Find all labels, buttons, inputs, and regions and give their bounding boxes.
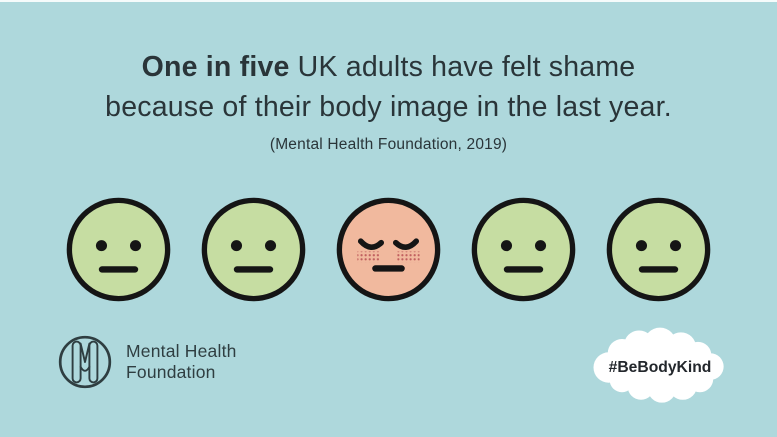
mhf-monogram-icon — [58, 335, 112, 389]
headline: One in five UK adults have felt shame be… — [0, 47, 777, 154]
headline-line1: One in five UK adults have felt shame — [0, 47, 777, 87]
mhf-logo-text: Mental Health Foundation — [126, 341, 237, 383]
mhf-logo: Mental Health Foundation — [57, 334, 237, 390]
cloud-shape-icon — [593, 327, 724, 403]
mhf-logo-line2: Foundation — [126, 362, 216, 382]
mhf-logo-line1: Mental Health — [126, 341, 237, 361]
citation: (Mental Health Foundation, 2019) — [269, 136, 508, 153]
hashtag-cloud: #BeBodyKind — [593, 327, 724, 403]
face-neutral-icon — [65, 196, 172, 303]
headline-line2: because of their body image in the last … — [105, 91, 672, 123]
headline-line1-rest: UK adults have felt shame — [289, 51, 636, 83]
top-border — [0, 0, 777, 2]
headline-emphasis: One in five — [141, 51, 290, 83]
face-neutral-icon — [470, 196, 577, 303]
face-neutral-icon — [605, 196, 712, 303]
faces-row — [0, 196, 777, 303]
hashtag-label: #BeBodyKind — [609, 359, 712, 376]
face-neutral-icon — [200, 196, 307, 303]
face-sad-icon — [335, 196, 442, 303]
